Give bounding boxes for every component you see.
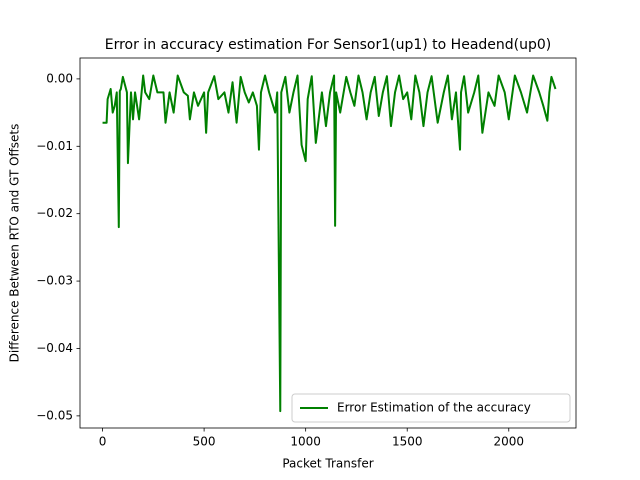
y-tick-label: −0.04 [36,341,73,355]
x-axis-label: Packet Transfer [282,457,373,471]
x-tick-label: 1000 [290,435,321,449]
y-tick-label: −0.02 [36,206,73,220]
axes-frame [79,57,577,429]
y-axis-label: Difference Between RTO and GT Offsets [8,124,22,363]
y-tick-label: 0.00 [46,71,73,85]
y-tick-label: −0.01 [36,139,73,153]
x-tick-label: 2000 [493,435,524,449]
x-tick-label: 1500 [392,435,423,449]
legend-box [291,393,571,423]
legend-label: Error Estimation of the accuracy [337,401,531,415]
x-tick-label: 0 [99,435,107,449]
x-tick-label: 500 [193,435,216,449]
chart-title: Error in accuracy estimation For Sensor1… [105,37,552,53]
y-tick-label: −0.05 [36,408,73,422]
y-tick-label: −0.03 [36,274,73,288]
data-line [102,74,557,413]
